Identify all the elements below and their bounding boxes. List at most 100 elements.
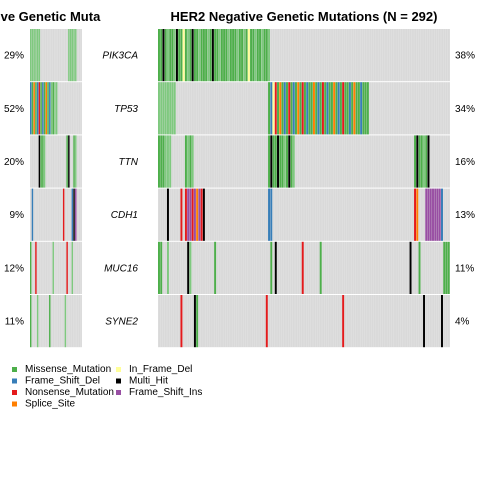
mutation-cell [35, 241, 37, 294]
mutation-cell [166, 241, 169, 294]
mutation-cell [49, 82, 51, 135]
mutation-cell [414, 135, 417, 188]
mutation-cell [441, 295, 443, 348]
mutation-cell [283, 82, 286, 135]
mutation-cell [301, 82, 304, 135]
mutation-cell [160, 241, 163, 294]
mutation-cell [319, 241, 322, 294]
mutation-cell [160, 82, 163, 135]
mutation-cell [52, 241, 54, 294]
mutation-cell [270, 135, 273, 188]
mutation-cell [202, 29, 205, 82]
mutation-cell [337, 82, 340, 135]
right-percent-label: 34% [455, 104, 475, 115]
mutation-cell [184, 188, 187, 241]
mutation-cell [178, 29, 181, 82]
mutation-cell [425, 135, 428, 188]
mutation-cell [353, 82, 356, 135]
right-percent-labels: 38% 34% 16% 13% 11% 4% [455, 51, 475, 328]
mutation-cell [40, 82, 42, 135]
mutation-cell [196, 29, 199, 82]
mutation-cell [342, 82, 345, 135]
gene-label: TTN [119, 157, 139, 168]
mutation-cell [299, 82, 302, 135]
mutation-cell [360, 82, 363, 135]
mutation-cell [187, 188, 190, 241]
mutation-cell [274, 135, 277, 188]
mutation-cell [290, 135, 293, 188]
mutation-cell [173, 29, 176, 82]
mutation-cell [71, 241, 74, 294]
mutation-cell [339, 82, 342, 135]
mutation-cell [166, 135, 169, 188]
mutation-cell [270, 82, 273, 135]
mutation-cell [218, 29, 221, 82]
mutation-cell [236, 29, 239, 82]
mutation-cell [52, 82, 54, 135]
right-heatmap [157, 29, 451, 348]
mutation-cell [73, 135, 75, 188]
mutation-cell [416, 188, 419, 241]
legend-swatch [116, 378, 121, 384]
left-percent-labels: 29% 52% 20% 9% 12% 11% [4, 51, 24, 328]
gene-labels: PIK3CA TP53 TTN CDH1 MUC16 SYNE2 [102, 51, 138, 328]
mutation-cell [283, 135, 286, 188]
mutation-cell [166, 82, 169, 135]
mutation-cell [423, 295, 425, 348]
mutation-cell [189, 241, 192, 294]
mutation-cell [312, 82, 315, 135]
left-percent-label: 11% [5, 317, 24, 328]
gene-label: MUC16 [104, 263, 138, 274]
mutation-cell [330, 82, 333, 135]
mutation-cell [158, 241, 160, 294]
mutation-cell [441, 188, 443, 241]
mutation-cell [187, 135, 190, 188]
mutation-cell [420, 135, 423, 188]
mutation-cell [158, 135, 160, 188]
mutation-cell [189, 135, 192, 188]
mutation-cell [432, 188, 434, 241]
mutation-cell [75, 135, 77, 188]
mutation-cell [362, 82, 365, 135]
mutation-cell [73, 188, 75, 241]
mutation-cell [346, 82, 349, 135]
mutation-cell [288, 135, 291, 188]
mutation-cell [75, 29, 77, 82]
mutation-cell [277, 82, 279, 135]
legend: Missense_MutationFrame_Shift_DelNonsense… [12, 364, 202, 410]
mutation-cell [47, 82, 49, 135]
mutation-cell [427, 135, 430, 188]
mutation-cell [30, 295, 32, 348]
mutation-cell [182, 29, 185, 82]
mutation-cell [40, 135, 42, 188]
mutation-cell [328, 82, 331, 135]
mutation-cell [355, 82, 358, 135]
mutation-cell [238, 29, 241, 82]
mutation-cell [193, 295, 196, 348]
mutation-cell [268, 135, 271, 188]
mutation-cell [38, 29, 41, 82]
mutation-cell [75, 188, 77, 241]
mutation-cell [196, 295, 199, 348]
mutation-cell [310, 82, 313, 135]
mutation-cell [274, 82, 277, 135]
mutation-cell [211, 29, 214, 82]
mutation-cell [357, 82, 360, 135]
mutation-cell [261, 29, 264, 82]
legend-swatch [116, 367, 121, 372]
mutation-cell [196, 188, 199, 241]
mutation-cell [263, 29, 266, 82]
mutation-cell [184, 135, 187, 188]
mutation-cell [45, 82, 48, 135]
mutation-cell [223, 29, 226, 82]
left-percent-label: 29% [4, 51, 24, 62]
mutation-cell [209, 29, 212, 82]
mutation-cell [36, 82, 39, 135]
mutation-cell [272, 82, 275, 135]
mutation-cell [169, 135, 172, 188]
mutation-cell [184, 29, 187, 82]
mutation-cell [308, 82, 311, 135]
mutation-cell [427, 188, 430, 241]
mutation-cell [164, 29, 167, 82]
mutation-cell [288, 82, 291, 135]
